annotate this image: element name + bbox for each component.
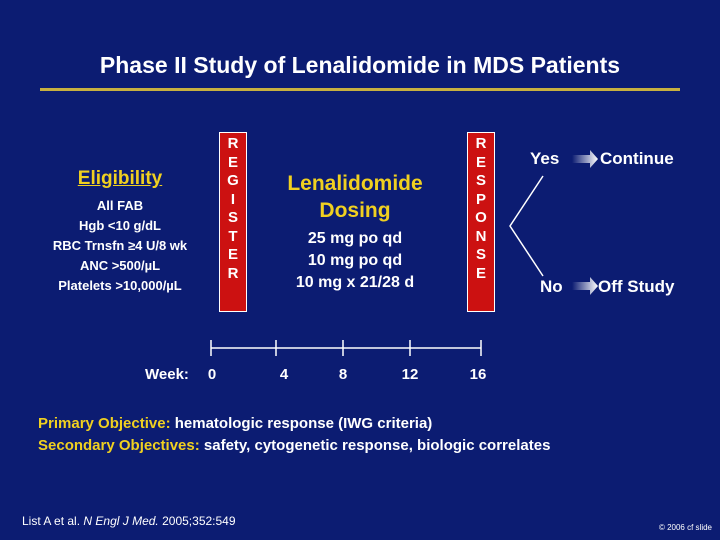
register-letter: T bbox=[228, 227, 238, 245]
primary-objective: Primary Objective: hematologic response … bbox=[38, 415, 432, 432]
timeline-week: 4 bbox=[279, 366, 289, 383]
outcome-no-label: No bbox=[540, 277, 563, 296]
register-letter: R bbox=[227, 135, 239, 152]
eligibility-heading: Eligibility bbox=[77, 168, 163, 189]
eligibility-item: All FAB bbox=[96, 198, 144, 213]
dosing-heading: Lenalidomide Dosing bbox=[255, 170, 455, 224]
eligibility-item: Hgb <10 g/dL bbox=[79, 218, 161, 233]
citation: List A et al. N Engl J Med. 2005;352:549 bbox=[22, 514, 236, 528]
register-letter: S bbox=[227, 209, 238, 226]
no-arrow-icon bbox=[572, 277, 598, 295]
yes-arrow-icon bbox=[572, 150, 598, 168]
timeline-week: 12 bbox=[401, 366, 419, 383]
response-letter: O bbox=[475, 209, 487, 226]
response-letter: P bbox=[475, 190, 486, 208]
dosing-regimen: 10 mg x 21/28 d bbox=[295, 274, 415, 291]
eligibility-item: RBC Trnsfn ≥4 U/8 wk bbox=[52, 238, 188, 253]
secondary-objectives-label: Secondary Objectives: bbox=[38, 437, 200, 454]
secondary-objectives: Secondary Objectives: safety, cytogeneti… bbox=[38, 437, 550, 454]
citation-authors: List A et al. bbox=[22, 514, 81, 528]
response-letter: S bbox=[475, 246, 486, 263]
dosing-regimen: 10 mg po qd bbox=[307, 252, 403, 269]
primary-objective-label: Primary Objective: bbox=[38, 415, 171, 432]
response-letter: S bbox=[475, 172, 486, 189]
outcome-yes-label: Yes bbox=[530, 149, 560, 168]
slide-title: Phase II Study of Lenalidomide in MDS Pa… bbox=[99, 52, 621, 78]
outcome-yes-result: Continue bbox=[600, 149, 674, 168]
register-letter: R bbox=[227, 264, 239, 282]
citation-details: 2005;352:549 bbox=[162, 514, 236, 528]
eligibility-item: ANC >500/µL bbox=[79, 258, 161, 273]
register-box: R E G I S T E R bbox=[219, 132, 247, 312]
primary-objective-text: hematologic response (IWG criteria) bbox=[174, 415, 433, 432]
dosing-heading-line2: Dosing bbox=[319, 199, 391, 222]
response-letter: E bbox=[475, 153, 486, 171]
timeline-week: 8 bbox=[338, 366, 348, 383]
response-letter: N bbox=[475, 227, 487, 245]
register-letter: I bbox=[230, 190, 236, 208]
citation-journal: N Engl J Med. bbox=[83, 514, 159, 528]
timeline-week: 16 bbox=[469, 366, 487, 383]
register-letter: E bbox=[227, 153, 238, 171]
eligibility-item: Platelets >10,000/µL bbox=[58, 278, 182, 293]
timeline-label: Week: bbox=[145, 366, 189, 383]
response-box: R E S P O N S E bbox=[467, 132, 495, 312]
timeline-week: 0 bbox=[207, 366, 217, 383]
response-letter: E bbox=[475, 264, 486, 282]
branch-connector bbox=[509, 175, 544, 277]
dosing-regimen: 25 mg po qd bbox=[307, 230, 403, 247]
register-letter: G bbox=[227, 172, 239, 189]
title-underline bbox=[40, 88, 680, 91]
response-letter: R bbox=[475, 135, 487, 152]
dosing-heading-line1: Lenalidomide bbox=[287, 172, 423, 195]
eligibility-list: All FAB Hgb <10 g/dL RBC Trnsfn ≥4 U/8 w… bbox=[20, 196, 220, 296]
secondary-objectives-text: safety, cytogenetic response, biologic c… bbox=[203, 437, 551, 454]
register-letter: E bbox=[227, 246, 238, 263]
outcome-no-result: Off Study bbox=[598, 277, 675, 296]
copyright-notice: © 2006 cf slide bbox=[658, 523, 712, 532]
dosing-list: 25 mg po qd 10 mg po qd 10 mg x 21/28 d bbox=[255, 228, 455, 294]
